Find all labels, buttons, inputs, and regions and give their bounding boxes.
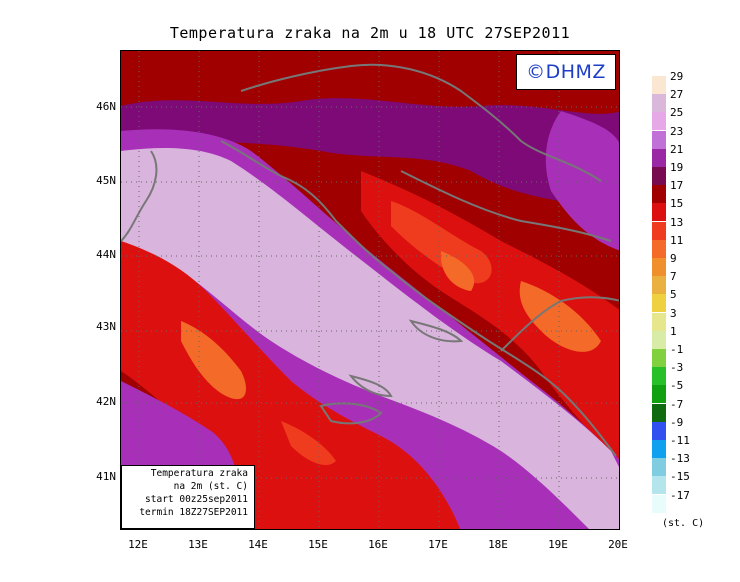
map-title: Temperatura zraka na 2m u 18 UTC 27SEP20… [169,24,571,42]
legend-swatch [652,148,666,167]
longitude-label: 17E [428,538,448,551]
legend-label: 23 [670,124,684,138]
legend-label: 29 [670,70,684,83]
legend-swatch [652,203,666,222]
legend-label: 11 [670,233,684,247]
legend-label: 21 [670,142,684,156]
latitude-label: 42N [96,395,116,408]
info-line-2: na 2m (st. C) [173,481,248,492]
latitude-label: 44N [96,248,116,261]
latitude-label: 45N [96,174,116,187]
legend-label: -1 [670,343,684,356]
temperature-field [121,51,619,529]
legend-swatch [652,476,666,495]
longitude-label: 18E [488,538,508,551]
legend-swatch [652,221,666,240]
legend-swatch [652,94,666,113]
legend-label: -9 [670,415,684,429]
legend-swatch [652,239,666,258]
legend-label: 1 [670,324,677,338]
legend-swatch [652,440,666,458]
longitude-label: 20E [608,538,628,551]
legend-label: 13 [670,215,684,229]
legend-swatch [652,76,666,94]
legend-label: -5 [670,379,684,393]
latitude-label: 41N [96,470,116,483]
info-box: Temperatura zraka na 2m (st. C) start 00… [121,465,255,529]
legend-label: -7 [670,397,684,411]
temperature-map [120,50,620,530]
legend-units: (st. C) [662,518,705,529]
info-line-3: start 00z25sep2011 [145,494,248,505]
legend-label: -15 [670,470,690,484]
latitude-label: 46N [96,100,116,113]
legend-label: 27 [670,88,684,102]
legend-swatch [652,349,666,367]
info-line-4: termin 18Z27SEP2011 [139,507,248,518]
legend-label: 7 [670,270,677,284]
longitude-label: 16E [368,538,388,551]
legend-swatch [652,185,666,204]
legend-swatch [652,458,666,477]
legend-label: 15 [670,197,684,211]
legend-swatch [652,385,666,404]
longitude-label: 19E [548,538,568,551]
legend-swatch [652,367,666,386]
legend-label: 25 [670,106,684,120]
legend-swatch [652,403,666,422]
dhmz-logo: ©DHMZ [516,54,616,90]
legend-swatch [652,167,666,185]
legend-swatch [652,494,666,513]
longitude-label: 12E [128,538,148,551]
legend-swatch [652,330,666,349]
legend-label: -3 [670,361,684,375]
legend-label: 3 [670,306,677,320]
info-line-1: Temperatura zraka [150,468,248,479]
latitude-label: 43N [96,320,116,333]
longitude-label: 14E [248,538,268,551]
legend-swatch [652,258,666,276]
legend-label: -11 [670,434,690,447]
legend-swatch [652,421,666,440]
legend-label: 17 [670,179,684,193]
legend-swatch [652,130,666,149]
legend-label: 9 [670,252,677,265]
legend-label: -17 [670,488,690,502]
longitude-label: 15E [308,538,328,551]
legend-label: 19 [670,161,684,174]
legend-swatch [652,312,666,331]
legend-label: -13 [670,452,690,466]
legend-swatch [652,294,666,313]
legend-swatch [652,112,666,131]
legend-label: 5 [670,288,677,302]
legend-swatch [652,276,666,295]
longitude-label: 13E [188,538,208,551]
